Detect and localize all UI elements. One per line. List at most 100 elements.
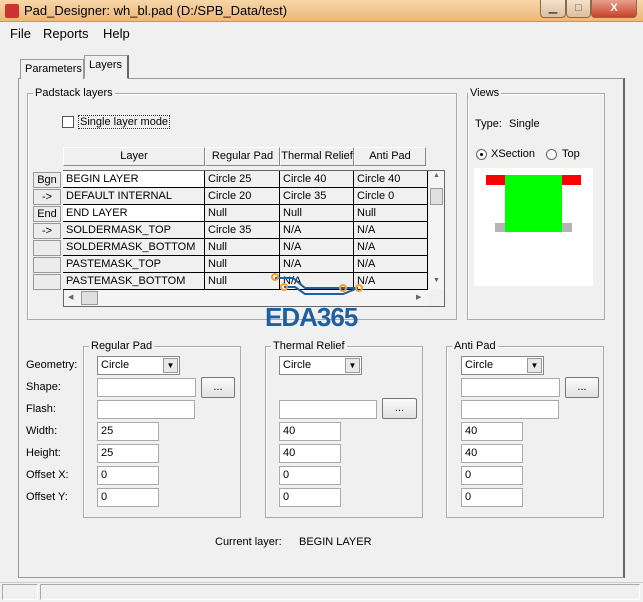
regular-height-input[interactable]: 25 — [97, 444, 159, 463]
tab-layers[interactable]: Layers — [84, 55, 129, 79]
row-button[interactable]: Bgn — [33, 172, 61, 188]
row-button[interactable] — [33, 240, 61, 256]
regular-geometry-select[interactable]: Circle ▼ — [97, 356, 180, 375]
anti-width-input[interactable]: 40 — [461, 422, 523, 441]
anti-shape-input[interactable] — [461, 378, 560, 397]
tab-parameters[interactable]: Parameters — [20, 59, 84, 79]
layer-name-cell[interactable]: END LAYER — [63, 205, 205, 222]
grid-cell[interactable]: Circle 35 — [280, 188, 354, 205]
chevron-down-icon[interactable]: ▼ — [345, 358, 360, 373]
views-label: Views — [468, 87, 502, 99]
grid-cell[interactable]: N/A — [354, 239, 428, 256]
grid-cell[interactable]: Circle 35 — [205, 222, 280, 239]
grid-cell[interactable]: Circle 25 — [205, 171, 280, 188]
grid-cell[interactable]: N/A — [280, 256, 354, 273]
header-thermal-relief[interactable]: Thermal Relief — [280, 147, 354, 166]
layer-name-cell[interactable]: SOLDERMASK_TOP — [63, 222, 205, 239]
xsection-radio[interactable] — [476, 149, 487, 160]
grid-cell[interactable]: Null — [205, 273, 280, 290]
scroll-thumb[interactable] — [430, 188, 443, 205]
anti-offset-x-input[interactable]: 0 — [461, 466, 523, 485]
scroll-left-icon[interactable]: ◀ — [68, 294, 74, 301]
grid-cell[interactable]: Null — [280, 205, 354, 222]
anti-height-input[interactable]: 40 — [461, 444, 523, 463]
close-button[interactable]: X — [591, 0, 637, 18]
thermal-offset-x-input[interactable]: 0 — [279, 466, 341, 485]
menu-help[interactable]: Help — [103, 26, 130, 41]
current-layer-value: BEGIN LAYER — [299, 536, 372, 548]
grid-cell[interactable]: N/A — [354, 256, 428, 273]
header-layer[interactable]: Layer — [63, 147, 205, 166]
grid-cell[interactable]: N/A — [280, 222, 354, 239]
hscroll-thumb[interactable] — [81, 291, 98, 305]
anti-flash-input[interactable] — [461, 400, 559, 419]
top-label[interactable]: Top — [562, 148, 580, 160]
type-label: Type: — [475, 118, 502, 130]
layer-name-cell[interactable]: SOLDERMASK_BOTTOM — [63, 239, 205, 256]
scroll-right-icon[interactable]: ▶ — [416, 294, 422, 301]
grid-cell[interactable]: N/A — [354, 273, 428, 290]
status-segment — [2, 584, 38, 600]
thermal-flash-browse-button[interactable]: ... — [382, 398, 417, 419]
field-label: Shape: — [26, 381, 61, 393]
app-icon — [5, 4, 19, 18]
anti-offset-y-input[interactable]: 0 — [461, 488, 523, 507]
chevron-down-icon[interactable]: ▼ — [527, 358, 542, 373]
menu-reports[interactable]: Reports — [43, 26, 89, 41]
pad-top-right — [562, 175, 581, 185]
scroll-down-icon[interactable]: ▼ — [433, 277, 440, 284]
regular-shape-input[interactable] — [97, 378, 196, 397]
regular-geometry-value: Circle — [101, 359, 130, 371]
row-button[interactable] — [33, 274, 61, 290]
field-label: Width: — [26, 425, 58, 437]
padstack-layers-label: Padstack layers — [33, 87, 115, 99]
regular-shape-browse-button[interactable]: ... — [201, 377, 235, 398]
anti-geometry-value: Circle — [465, 359, 494, 371]
anti-shape-browse-button[interactable]: ... — [565, 377, 599, 398]
grid-cell[interactable]: Circle 20 — [205, 188, 280, 205]
minimize-button[interactable]: ▁ — [540, 0, 566, 18]
xsection-label[interactable]: XSection — [491, 148, 536, 160]
regular-offset-x-input[interactable]: 0 — [97, 466, 159, 485]
grid-cell[interactable]: N/A — [280, 273, 354, 290]
grid-cell[interactable]: Null — [354, 205, 428, 222]
row-button[interactable]: -> — [33, 223, 61, 239]
layer-name-cell[interactable]: PASTEMASK_BOTTOM — [63, 273, 205, 290]
layer-name-cell[interactable]: DEFAULT INTERNAL — [63, 188, 205, 205]
regular-width-input[interactable]: 25 — [97, 422, 159, 441]
regular-flash-input[interactable] — [97, 400, 195, 419]
grid-cell[interactable]: N/A — [280, 239, 354, 256]
anti-geometry-select[interactable]: Circle ▼ — [461, 356, 544, 375]
grid-cell[interactable]: Null — [205, 239, 280, 256]
thermal-flash-input[interactable] — [279, 400, 377, 419]
grid-cell[interactable]: Null — [205, 205, 280, 222]
thermal-offset-y-input[interactable]: 0 — [279, 488, 341, 507]
row-button[interactable]: End — [33, 206, 61, 222]
chevron-down-icon[interactable]: ▼ — [163, 358, 178, 373]
menu-file[interactable]: File — [10, 26, 31, 41]
field-label: Height: — [26, 447, 61, 459]
maximize-button[interactable]: □ — [566, 0, 591, 18]
grid-cell[interactable]: Circle 40 — [280, 171, 354, 188]
grid-cell[interactable]: Circle 40 — [354, 171, 428, 188]
layer-name-cell[interactable]: BEGIN LAYER — [63, 171, 205, 188]
layer-name-cell[interactable]: PASTEMASK_TOP — [63, 256, 205, 273]
grid-cell[interactable]: Circle 0 — [354, 188, 428, 205]
thermal-height-input[interactable]: 40 — [279, 444, 341, 463]
single-layer-mode-checkbox[interactable] — [62, 116, 74, 128]
grid-cell[interactable]: Null — [205, 256, 280, 273]
header-regular-pad[interactable]: Regular Pad — [205, 147, 280, 166]
vertical-scrollbar[interactable]: ▲ ▼ — [429, 171, 444, 290]
row-button[interactable] — [33, 257, 61, 273]
window-title: Pad_Designer: wh_bl.pad (D:/SPB_Data/tes… — [24, 3, 288, 18]
top-radio[interactable] — [546, 149, 557, 160]
grid-cell[interactable]: N/A — [354, 222, 428, 239]
field-label: Geometry: — [26, 359, 78, 371]
thermal-width-input[interactable]: 40 — [279, 422, 341, 441]
header-anti-pad[interactable]: Anti Pad — [354, 147, 426, 166]
regular-offset-y-input[interactable]: 0 — [97, 488, 159, 507]
scroll-up-icon[interactable]: ▲ — [433, 172, 440, 179]
thermal-geometry-select[interactable]: Circle ▼ — [279, 356, 362, 375]
single-layer-mode-label[interactable]: Single layer mode — [78, 115, 171, 129]
row-button[interactable]: -> — [33, 189, 61, 205]
